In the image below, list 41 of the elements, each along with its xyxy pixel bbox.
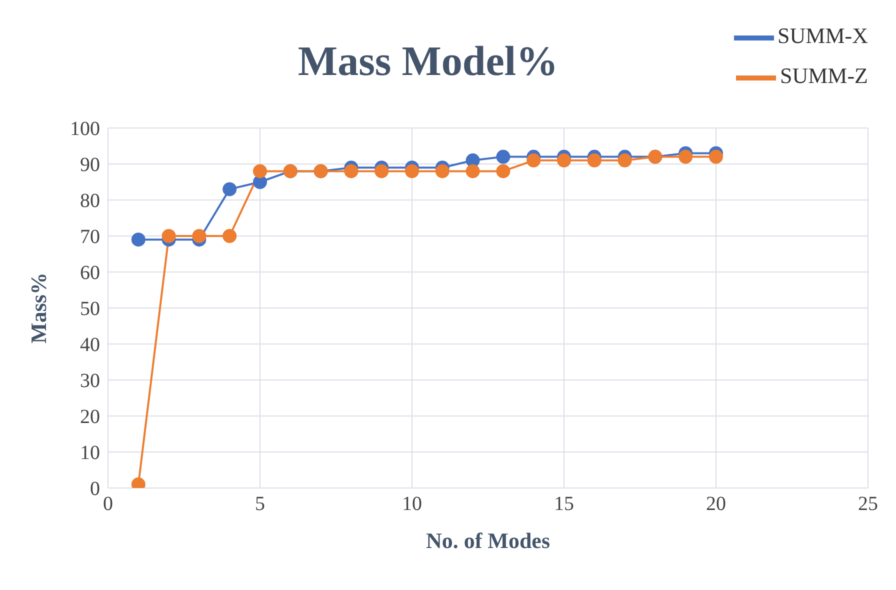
y-tick-label: 50 bbox=[80, 298, 100, 320]
point bbox=[678, 150, 693, 164]
x-tick-label: 10 bbox=[402, 493, 422, 516]
point bbox=[405, 164, 419, 178]
point bbox=[709, 150, 723, 164]
point bbox=[618, 153, 632, 168]
point bbox=[526, 153, 541, 168]
y-tick-label: 60 bbox=[80, 262, 100, 284]
point bbox=[496, 150, 510, 164]
x-axis-title: No. of Modes bbox=[426, 528, 550, 553]
point bbox=[222, 182, 237, 196]
x-tick-label: 15 bbox=[554, 493, 574, 516]
y-axis-title: Mass% bbox=[26, 272, 51, 344]
point bbox=[557, 153, 571, 168]
point bbox=[435, 164, 450, 178]
point bbox=[587, 153, 602, 168]
y-tick-label: 80 bbox=[80, 190, 100, 212]
point bbox=[222, 229, 237, 243]
x-tick-label: 20 bbox=[706, 493, 726, 516]
x-tick-label: 25 bbox=[858, 493, 878, 516]
legend-label: SUMM-X bbox=[778, 23, 868, 48]
y-tick-label: 100 bbox=[70, 118, 100, 140]
legend-label: SUMM-Z bbox=[780, 63, 868, 88]
y-tick-label: 10 bbox=[80, 442, 100, 464]
point bbox=[253, 164, 267, 178]
point bbox=[253, 175, 267, 189]
point bbox=[192, 229, 206, 243]
y-tick-label: 0 bbox=[90, 478, 100, 500]
point bbox=[374, 164, 389, 178]
chart-title: Mass Model% bbox=[296, 38, 560, 86]
point bbox=[131, 232, 146, 247]
point bbox=[466, 164, 480, 178]
y-tick-label: 40 bbox=[80, 334, 100, 356]
point bbox=[344, 164, 358, 178]
point bbox=[162, 229, 176, 243]
y-tick-label: 30 bbox=[80, 370, 100, 392]
y-tick-label: 90 bbox=[80, 154, 100, 176]
x-tick-label: 5 bbox=[255, 493, 265, 516]
y-tick-label: 70 bbox=[80, 226, 100, 248]
y-tick-label: 20 bbox=[80, 406, 100, 428]
point bbox=[496, 164, 510, 178]
